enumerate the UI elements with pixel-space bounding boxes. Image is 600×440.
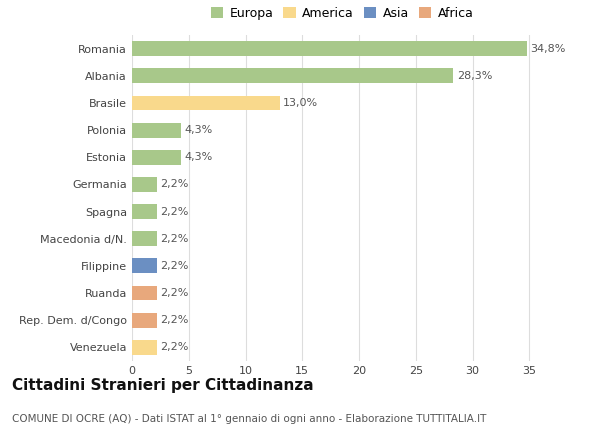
Text: 2,2%: 2,2%: [160, 315, 189, 325]
Bar: [132, 231, 157, 246]
Bar: [132, 313, 157, 327]
Bar: [132, 41, 527, 56]
Bar: [132, 204, 157, 219]
Legend: Europa, America, Asia, Africa: Europa, America, Asia, Africa: [208, 4, 476, 22]
Text: 4,3%: 4,3%: [184, 152, 212, 162]
Text: 34,8%: 34,8%: [530, 44, 566, 54]
Text: 2,2%: 2,2%: [160, 288, 189, 298]
Bar: [132, 286, 157, 301]
Text: 2,2%: 2,2%: [160, 342, 189, 352]
Bar: [132, 340, 157, 355]
Bar: [132, 258, 157, 273]
Text: 28,3%: 28,3%: [457, 71, 492, 81]
Text: 13,0%: 13,0%: [283, 98, 318, 108]
Text: 2,2%: 2,2%: [160, 234, 189, 244]
Bar: [132, 123, 181, 138]
Bar: [132, 150, 181, 165]
Text: 4,3%: 4,3%: [184, 125, 212, 135]
Text: 2,2%: 2,2%: [160, 180, 189, 190]
Text: COMUNE DI OCRE (AQ) - Dati ISTAT al 1° gennaio di ogni anno - Elaborazione TUTTI: COMUNE DI OCRE (AQ) - Dati ISTAT al 1° g…: [12, 414, 487, 424]
Text: 2,2%: 2,2%: [160, 206, 189, 216]
Bar: [132, 69, 453, 83]
Text: Cittadini Stranieri per Cittadinanza: Cittadini Stranieri per Cittadinanza: [12, 378, 314, 393]
Text: 2,2%: 2,2%: [160, 261, 189, 271]
Bar: [132, 95, 280, 110]
Bar: [132, 177, 157, 192]
